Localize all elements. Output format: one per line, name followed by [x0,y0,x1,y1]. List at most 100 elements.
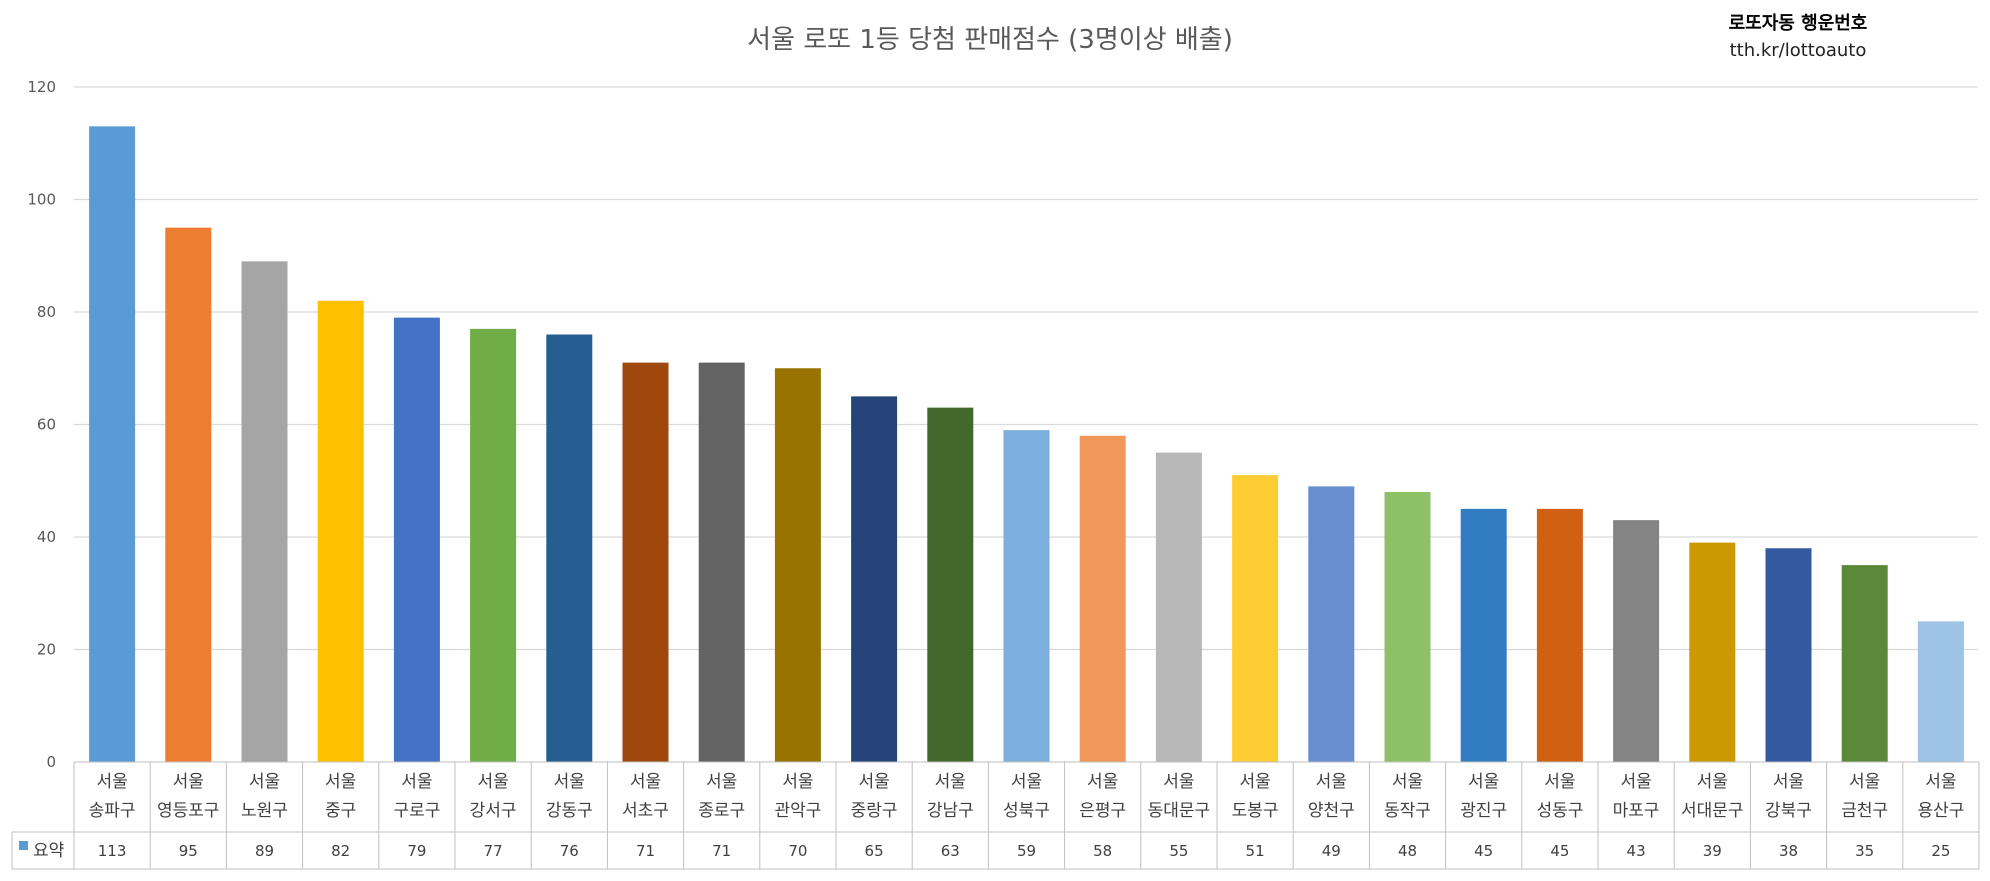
category-label-line1: 서울 [1620,772,1651,792]
category-label-line2: 서대문구 [1681,801,1744,821]
category-label-line1: 서울 [1239,772,1270,792]
category-label-line1: 서울 [1544,772,1575,792]
bar [851,396,898,762]
data-value-label: 63 [941,842,960,860]
bar [1079,435,1126,762]
data-value-label: 25 [1931,842,1950,860]
category-label-line1: 서울 [935,772,966,792]
data-value-label: 76 [560,842,579,860]
category-label-line2: 강남구 [927,801,974,821]
category-label-line1: 서울 [858,772,889,792]
category-label-line1: 서울 [782,772,813,792]
data-value-label: 95 [179,842,198,860]
bar [470,328,517,762]
category-label-line1: 서울 [1468,772,1499,792]
category-label-line1: 서울 [1316,772,1347,792]
bar [1613,520,1660,762]
category-label-line2: 광진구 [1460,801,1507,821]
bar [1917,621,1964,762]
bar [1536,508,1583,762]
data-value-label: 65 [865,842,884,860]
y-tick-label: 0 [46,753,56,771]
data-value-label: 82 [331,842,350,860]
category-label-line2: 관악구 [774,801,821,821]
bar [393,317,440,762]
brand-name: 로또자동 행운번호 [1729,13,1868,34]
category-label-line1: 서울 [173,772,204,792]
category-label-line2: 노원구 [241,801,288,821]
data-value-label: 79 [407,842,426,860]
category-label-line1: 서울 [1163,772,1194,792]
data-value-label: 48 [1398,842,1417,860]
y-axis: 0 20 40 60 80 100 120 [27,78,56,771]
brand-url: tth.kr/lottoauto [1730,40,1867,61]
category-label-line1: 서울 [1087,772,1118,792]
category-label-line1: 서울 [1011,772,1042,792]
legend-swatch [19,841,28,850]
bars [89,126,1964,762]
bar [1232,475,1279,762]
category-label-line2: 강북구 [1765,801,1812,821]
y-tick-label: 80 [37,303,56,321]
category-label-line1: 서울 [325,772,356,792]
bar [546,334,593,762]
category-label-line2: 동작구 [1384,801,1431,821]
bar [1841,565,1888,762]
data-value-label: 55 [1169,842,1188,860]
data-value-label: 71 [712,842,731,860]
data-value-label: 39 [1703,842,1722,860]
category-label-line1: 서울 [249,772,280,792]
category-label-line1: 서울 [1697,772,1728,792]
data-value-label: 113 [98,842,127,860]
data-value-label: 43 [1627,842,1646,860]
category-label-line2: 동대문구 [1148,801,1211,821]
category-label-line2: 은평구 [1079,801,1126,821]
category-label-line1: 서울 [477,772,508,792]
category-label-line2: 성동구 [1536,801,1583,821]
data-value-label: 70 [788,842,807,860]
category-label-line2: 용산구 [1917,801,1964,821]
category-label-line2: 구로구 [393,801,440,821]
category-label-line2: 서초구 [622,801,669,821]
category-label-line2: 강동구 [546,801,593,821]
data-value-label: 77 [484,842,503,860]
bar [698,362,745,762]
category-label-line1: 서울 [1392,772,1423,792]
data-value-label: 35 [1855,842,1874,860]
data-value-label: 51 [1246,842,1265,860]
category-label-line1: 서울 [630,772,661,792]
category-label-line1: 서울 [1849,772,1880,792]
bar [1460,508,1507,762]
bar [241,261,288,762]
y-tick-label: 20 [37,641,56,659]
bar [1155,452,1202,762]
category-label-line2: 성북구 [1003,801,1050,821]
category-label-line2: 영등포구 [157,801,220,821]
bar [1689,542,1736,762]
data-value-label: 58 [1093,842,1112,860]
y-tick-label: 40 [37,528,56,546]
category-label-line1: 서울 [1773,772,1804,792]
bar [622,362,669,762]
data-value-label: 59 [1017,842,1036,860]
data-value-label: 49 [1322,842,1341,860]
gridlines [74,86,1978,651]
category-label-line1: 서울 [554,772,585,792]
bar [1384,492,1431,762]
data-value-label: 45 [1550,842,1569,860]
legend-label: 요약 [33,841,64,861]
bar [317,300,364,762]
data-value-label: 89 [255,842,274,860]
bar [89,126,136,762]
bar [927,407,974,762]
y-tick-label: 120 [27,78,56,96]
category-label-line2: 송파구 [89,801,136,821]
category-label-line1: 서울 [1925,772,1956,792]
data-value-label: 45 [1474,842,1493,860]
category-label-line1: 서울 [96,772,127,792]
category-label-line2: 종로구 [698,801,745,821]
bar [1003,430,1050,762]
bar [1765,548,1812,762]
category-label-line2: 중구 [325,801,356,821]
